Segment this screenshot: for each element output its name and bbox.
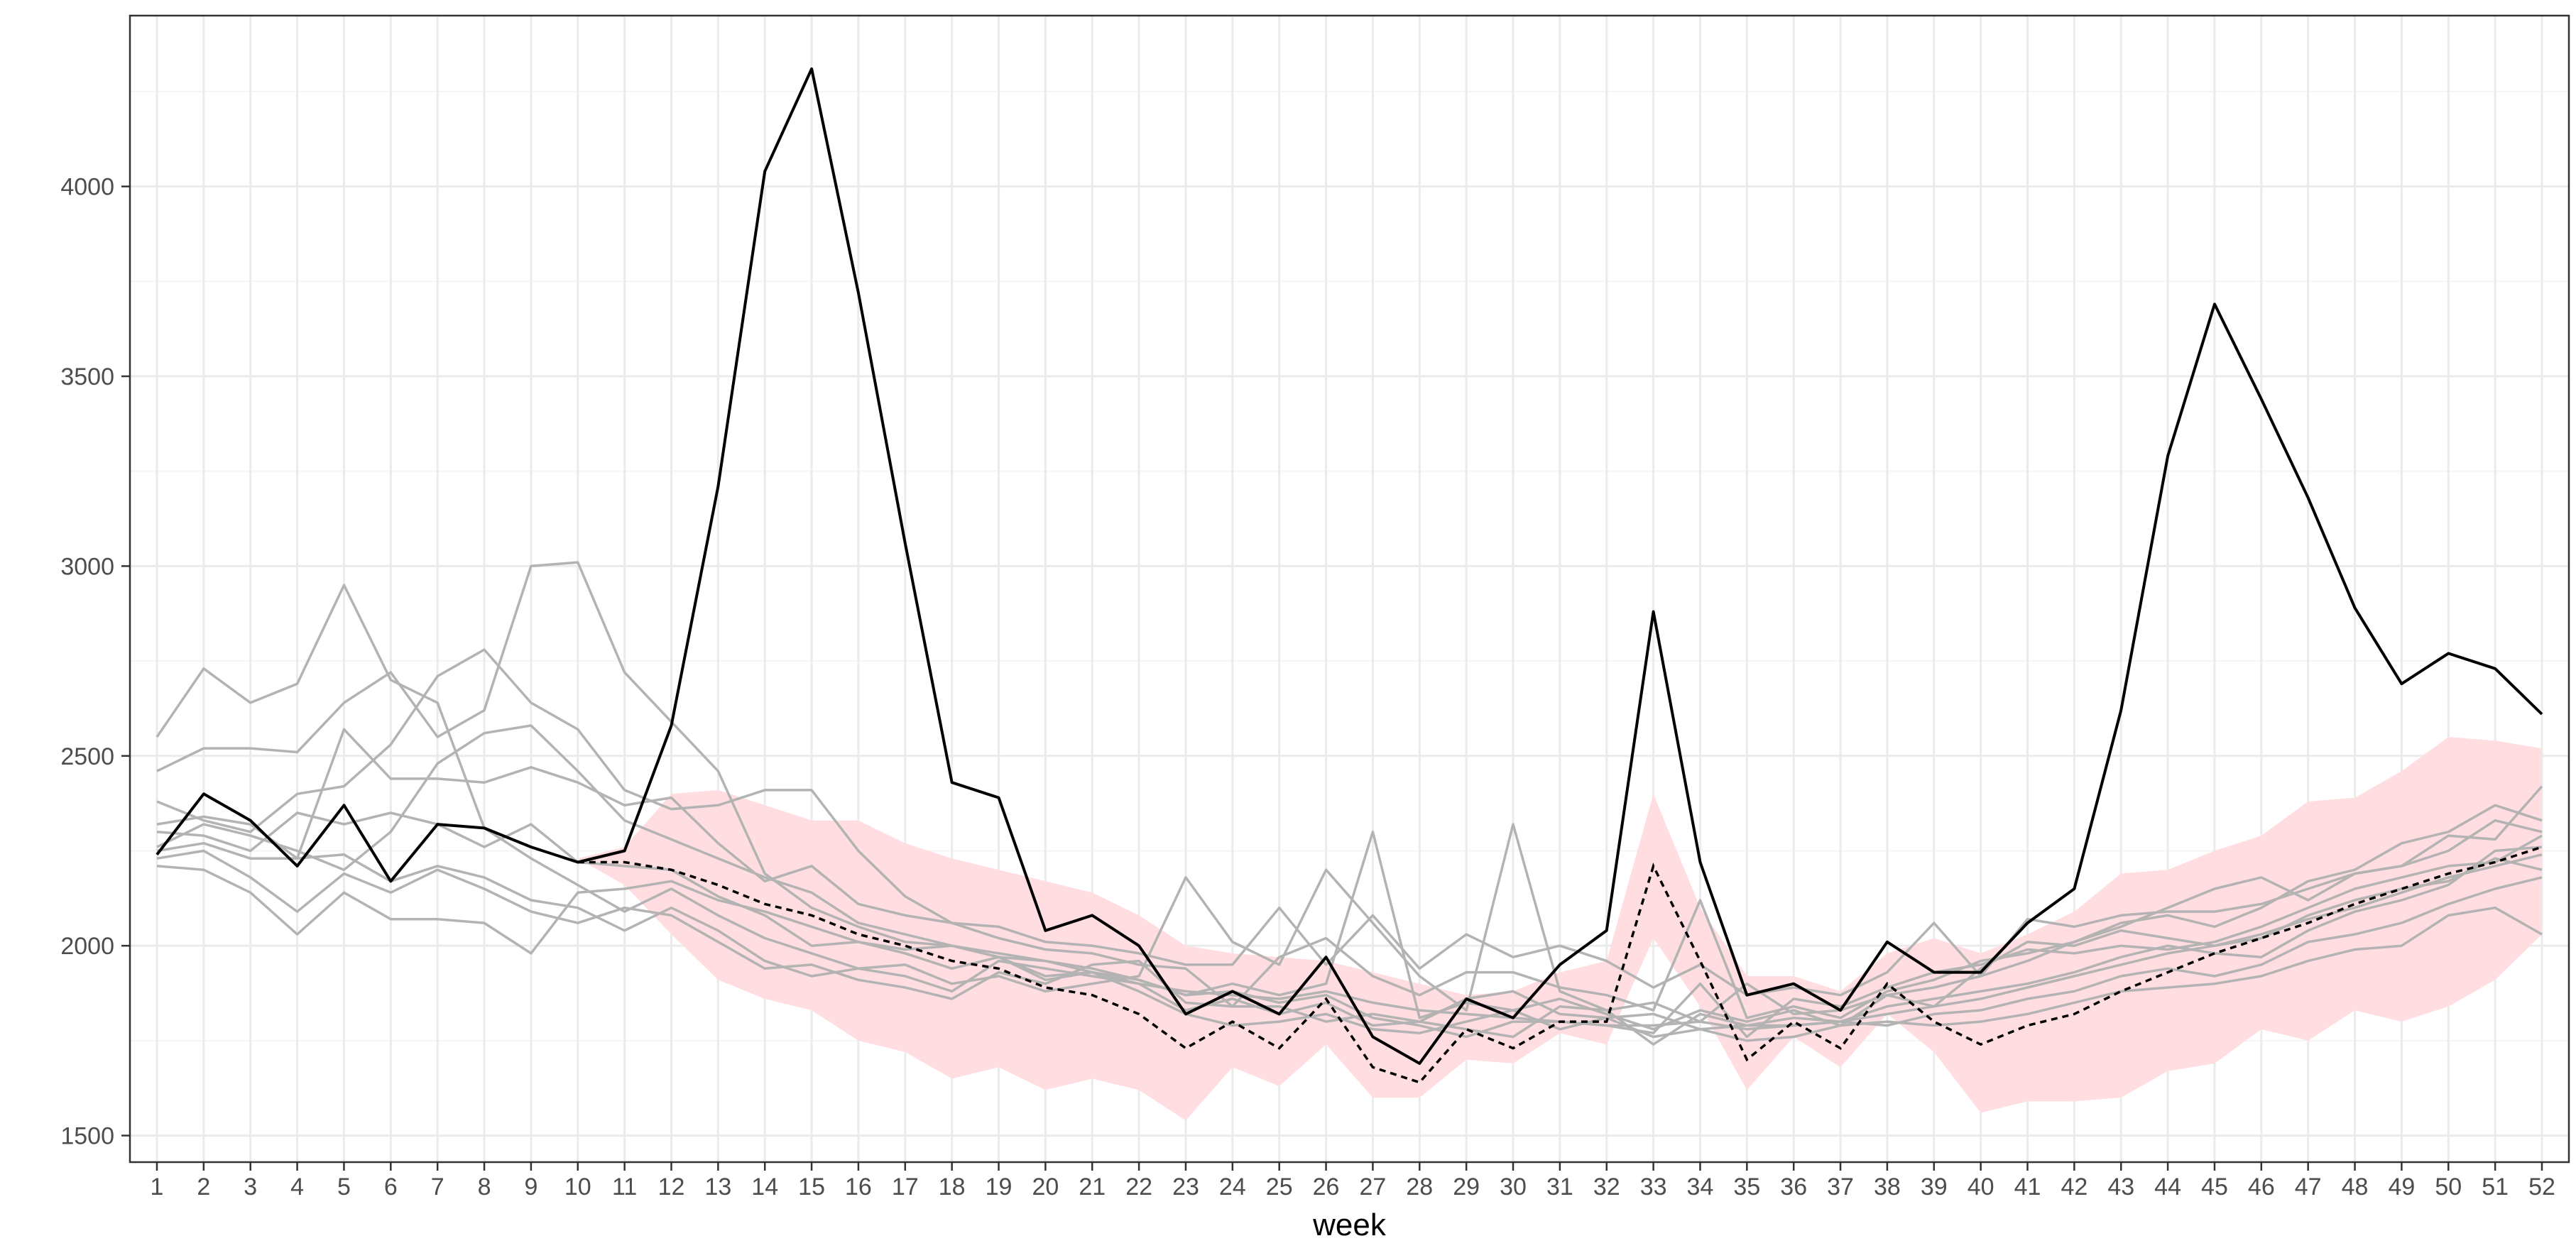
x-tick-label: 22 [1125,1173,1152,1200]
x-tick-label: 14 [751,1173,778,1200]
x-tick-label: 46 [2248,1173,2275,1200]
x-tick-label: 44 [2154,1173,2181,1200]
x-tick-label: 5 [337,1173,351,1200]
x-tick-label: 51 [2482,1173,2509,1200]
minor-gridlines [130,90,2569,1041]
x-tick-label: 45 [2201,1173,2228,1200]
x-tick-label: 19 [986,1173,1013,1200]
x-tick-label: 42 [2061,1173,2087,1200]
x-tick-label: 32 [1593,1173,1620,1200]
prediction-band [577,737,2542,1121]
background-series-line-8 [156,865,2543,1042]
x-tick-label: 30 [1500,1173,1527,1200]
x-tick-label: 23 [1172,1173,1199,1200]
x-tick-label: 18 [939,1173,966,1200]
background-series-line-6 [156,842,2543,1039]
x-tick-label: 47 [2295,1173,2322,1200]
x-tick-label: 40 [1968,1173,1994,1200]
x-tick-label: 43 [2107,1173,2134,1200]
x-tick-label: 3 [244,1173,257,1200]
x-tick-label: 16 [845,1173,872,1200]
y-tick-label: 2500 [60,743,114,770]
x-tick-label: 10 [564,1173,591,1200]
background-series-layer [155,561,2543,1046]
x-tick-label: 13 [704,1173,731,1200]
y-tick-label: 2000 [60,933,114,960]
x-tick-label: 24 [1219,1173,1246,1200]
x-tick-label: 27 [1360,1173,1387,1200]
y-axis-ticks: 1500 2000 2500 3000 3500 4000 [60,174,130,1150]
y-tick-label: 1500 [60,1123,114,1150]
forecast-layer [577,846,2543,1084]
x-tick-label: 39 [1921,1173,1948,1200]
x-tick-label: 33 [1640,1173,1667,1200]
x-tick-label: 4 [290,1173,304,1200]
x-tick-label: 26 [1313,1173,1340,1200]
x-tick-label: 29 [1453,1173,1480,1200]
x-tick-label: 25 [1266,1173,1293,1200]
x-tick-label: 11 [612,1173,637,1200]
y-tick-label: 4000 [60,174,114,201]
x-tick-label: 49 [2388,1173,2415,1200]
background-series-line-2 [156,561,2543,1031]
x-axis-ticks: 1 2 3 4 5 6 7 8 9 10 11 12 13 14 15 16 17 18 19 20 21 22 23 24 2… [151,1162,2555,1200]
x-axis-title: week [1312,1208,1387,1242]
x-tick-label: 34 [1687,1173,1714,1200]
forecast-line [577,846,2543,1084]
x-tick-label: 31 [1546,1173,1573,1200]
x-tick-label: 50 [2435,1173,2462,1200]
x-tick-label: 21 [1079,1173,1106,1200]
x-tick-label: 6 [384,1173,398,1200]
background-series-line-4 [156,728,2543,1019]
x-tick-label: 1 [151,1173,164,1200]
y-tick-label: 3500 [60,363,114,390]
panel-border [129,14,2570,1164]
x-tick-label: 36 [1780,1173,1807,1200]
prediction-band-layer [577,737,2542,1121]
x-tick-label: 28 [1406,1173,1433,1200]
background-series-line-1 [155,584,2543,1023]
x-tick-label: 2 [197,1173,210,1200]
x-tick-label: 35 [1733,1173,1760,1200]
x-tick-label: 41 [2014,1173,2041,1200]
x-tick-label: 37 [1827,1173,1854,1200]
y-tick-label: 3000 [60,553,114,580]
x-tick-label: 38 [1874,1173,1901,1200]
x-tick-label: 9 [524,1173,537,1200]
x-tick-label: 8 [478,1173,491,1200]
background-series-line-7 [156,849,2543,1046]
observed-layer [155,67,2543,1065]
x-tick-label: 12 [658,1173,685,1200]
background-series-line-5 [156,811,2543,1039]
background-series-line-3 [156,648,2543,997]
x-tick-label: 20 [1032,1173,1059,1200]
x-tick-label: 7 [431,1173,444,1200]
x-tick-label: 52 [2528,1173,2555,1200]
observed-line [155,67,2543,1065]
x-tick-label: 17 [892,1173,919,1200]
x-tick-label: 48 [2342,1173,2369,1200]
x-tick-label: 15 [798,1173,825,1200]
